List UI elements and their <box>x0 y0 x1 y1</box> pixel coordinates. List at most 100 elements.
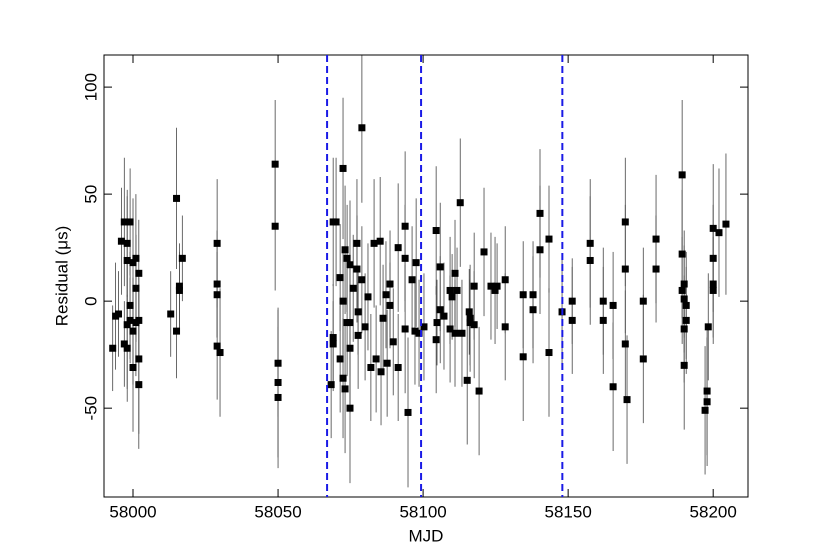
data-point <box>339 374 347 382</box>
data-point <box>386 301 394 309</box>
plot-area <box>109 55 730 488</box>
data-point <box>135 355 143 363</box>
y-tick-label: 0 <box>81 296 100 305</box>
data-point <box>274 378 282 386</box>
data-point <box>709 280 717 288</box>
data-point <box>415 329 423 337</box>
data-point <box>682 316 690 324</box>
data-point <box>501 323 509 331</box>
data-point <box>682 301 690 309</box>
x-tick-label: 58150 <box>545 502 592 521</box>
data-point <box>408 276 416 284</box>
data-point <box>411 327 419 335</box>
data-point <box>433 319 441 327</box>
y-tick-label: 100 <box>81 73 100 101</box>
data-point <box>173 327 181 335</box>
data-point <box>135 269 143 277</box>
data-point <box>341 246 349 254</box>
data-point <box>701 406 709 414</box>
data-point <box>709 224 717 232</box>
data-point <box>475 387 483 395</box>
data-point <box>115 310 123 318</box>
data-point <box>412 259 420 267</box>
data-point <box>451 269 459 277</box>
data-point <box>341 385 349 393</box>
data-point <box>358 124 366 132</box>
data-point <box>568 297 576 305</box>
data-point <box>465 308 473 316</box>
data-point <box>466 314 474 322</box>
data-point <box>213 239 221 247</box>
data-point <box>456 199 464 207</box>
data-point <box>599 297 607 305</box>
data-point <box>568 316 576 324</box>
data-point <box>446 286 454 294</box>
data-point <box>178 254 186 262</box>
x-tick-label: 58000 <box>109 502 156 521</box>
data-point <box>353 265 361 273</box>
x-tick-label: 58200 <box>690 502 737 521</box>
data-point <box>487 282 495 290</box>
data-point <box>466 319 474 327</box>
data-point <box>339 297 347 305</box>
data-point <box>382 291 390 299</box>
data-point <box>529 306 537 314</box>
data-point <box>493 282 501 290</box>
data-point <box>432 336 440 344</box>
data-point <box>448 293 456 301</box>
data-point <box>120 340 128 348</box>
data-point <box>126 301 134 309</box>
data-point <box>394 364 402 372</box>
data-point <box>704 323 712 331</box>
data-point <box>491 286 499 294</box>
data-point <box>213 280 221 288</box>
data-point <box>129 364 137 372</box>
data-point <box>132 254 140 262</box>
data-point <box>680 295 688 303</box>
data-point <box>470 282 478 290</box>
data-point <box>401 254 409 262</box>
data-point <box>367 364 375 372</box>
data-point <box>586 239 594 247</box>
data-point <box>451 329 459 337</box>
y-tick-label: -50 <box>81 396 100 421</box>
data-point <box>609 301 617 309</box>
data-point <box>343 254 351 262</box>
data-point <box>536 246 544 254</box>
plot-frame <box>103 54 749 498</box>
data-point <box>120 218 128 226</box>
data-point <box>132 284 140 292</box>
data-point <box>623 396 631 404</box>
data-point <box>353 239 361 247</box>
data-point <box>129 327 137 335</box>
data-point <box>123 344 131 352</box>
data-point <box>652 235 660 243</box>
data-point <box>126 218 134 226</box>
data-point <box>274 393 282 401</box>
data-point <box>329 334 337 342</box>
data-point <box>129 259 137 267</box>
data-point <box>639 355 647 363</box>
data-point <box>545 235 553 243</box>
y-tick-label: 50 <box>81 185 100 204</box>
data-point <box>420 323 428 331</box>
data-point <box>703 398 711 406</box>
data-point <box>680 361 688 369</box>
data-point <box>327 381 335 389</box>
data-point <box>678 286 686 294</box>
data-point <box>401 325 409 333</box>
data-point <box>271 222 279 230</box>
data-point <box>621 340 629 348</box>
data-point <box>354 308 362 316</box>
data-point <box>394 244 402 252</box>
data-point <box>349 284 357 292</box>
data-point <box>123 256 131 264</box>
data-point <box>167 310 175 318</box>
data-point <box>329 340 337 348</box>
data-point <box>715 229 723 237</box>
data-point <box>401 222 409 230</box>
data-point <box>678 250 686 258</box>
data-point <box>336 274 344 282</box>
data-point <box>354 331 362 339</box>
data-point <box>436 306 444 314</box>
